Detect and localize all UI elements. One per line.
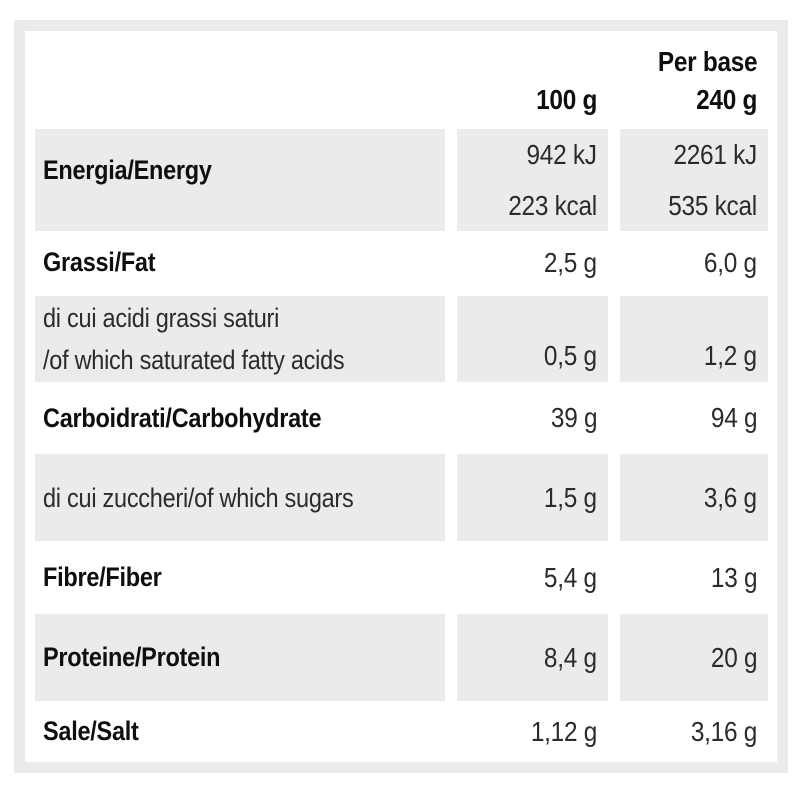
value-240g: 13 g	[710, 561, 758, 593]
row-sugars-label-cell: di cui zuccheri/of which sugars	[35, 454, 445, 541]
row-fiber-value-100g: 5,4 g	[457, 541, 608, 614]
value-100g: 8,4 g	[544, 641, 597, 673]
row-fiber-value-240g: 13 g	[620, 541, 768, 614]
row-sugars-value-240g: 3,6 g	[620, 454, 768, 541]
row-salt-label-cell: Sale/Salt	[35, 701, 445, 762]
header-col-100g: 100 g	[457, 31, 608, 129]
row-saturated-fat-value-100g: 0,5 g	[457, 296, 608, 382]
value-kcal: 535 kcal	[668, 190, 757, 221]
value-100g: 1,5 g	[544, 481, 597, 513]
header-label-spacer	[35, 31, 445, 129]
header-per-base-text: Per base	[657, 46, 758, 77]
header-row: 100 g Per base 240 g	[35, 31, 768, 129]
header-col-per-base: Per base 240 g	[620, 31, 768, 129]
row-salt-value-100g: 1,12 g	[457, 701, 608, 762]
row-fiber-label-cell: Fibre/Fiber	[35, 541, 445, 614]
row-protein: Proteine/Protein 8,4 g 20 g	[35, 614, 768, 701]
header-240g-text: 240 g	[696, 84, 757, 115]
value-kj: 2261 kJ	[673, 139, 758, 170]
row-carbohydrate-value-240g: 94 g	[620, 382, 768, 454]
row-energy: Energia/Energy 942 kJ 223 kcal 2261 kJ 5…	[35, 129, 768, 231]
row-fiber: Fibre/Fiber 5,4 g 13 g	[35, 541, 768, 614]
value-240g: 3,16 g	[690, 715, 757, 747]
row-protein-value-240g: 20 g	[620, 614, 768, 701]
value-100g: 2,5 g	[544, 246, 597, 278]
row-sugars-value-100g: 1,5 g	[457, 454, 608, 541]
value-240g: 3,6 g	[704, 481, 757, 513]
row-protein-label-cell: Proteine/Protein	[35, 614, 445, 701]
value-240g: 6,0 g	[704, 246, 757, 278]
row-salt: Sale/Salt 1,12 g 3,16 g	[35, 701, 768, 762]
value-240g: 94 g	[710, 402, 758, 433]
row-carbohydrate-value-100g: 39 g	[457, 382, 608, 454]
value-100g: 5,4 g	[544, 561, 597, 593]
row-carbohydrate: Carboidrati/Carbohydrate 39 g 94 g	[35, 382, 768, 454]
value-kcal: 223 kcal	[508, 190, 597, 221]
row-energy-label-cell: Energia/Energy	[35, 129, 445, 231]
row-label-line1: di cui acidi grassi saturi	[43, 303, 280, 333]
row-label: di cui zuccheri/of which sugars	[43, 482, 354, 513]
value-100g: 1,12 g	[530, 715, 597, 747]
row-label: Grassi/Fat	[43, 247, 156, 277]
value-100g: 0,5 g	[544, 340, 597, 371]
row-saturated-fat-value-240g: 1,2 g	[620, 296, 768, 382]
row-label: Energia/Energy	[43, 154, 212, 185]
row-carbohydrate-label-cell: Carboidrati/Carbohydrate	[35, 382, 445, 454]
row-energy-value-100g: 942 kJ 223 kcal	[457, 129, 608, 231]
row-saturated-fat: di cui acidi grassi saturi /of which sat…	[35, 296, 768, 382]
value-kj: 942 kJ	[526, 139, 597, 170]
row-label: Sale/Salt	[43, 716, 139, 746]
row-fat-label-cell: Grassi/Fat	[35, 229, 445, 296]
nutrition-table: 100 g Per base 240 g Energia/Energy 942 …	[35, 31, 768, 762]
row-salt-value-240g: 3,16 g	[620, 701, 768, 762]
row-fat-value-240g: 6,0 g	[620, 229, 768, 296]
value-240g: 1,2 g	[704, 340, 757, 371]
row-sugars: di cui zuccheri/of which sugars 1,5 g 3,…	[35, 454, 768, 541]
row-protein-value-100g: 8,4 g	[457, 614, 608, 701]
value-240g: 20 g	[710, 641, 758, 673]
header-100g-text: 100 g	[536, 84, 597, 115]
row-energy-value-240g: 2261 kJ 535 kcal	[620, 129, 768, 231]
row-saturated-fat-label-cell: di cui acidi grassi saturi /of which sat…	[35, 296, 445, 382]
value-100g: 39 g	[550, 402, 598, 433]
table-border-frame: 100 g Per base 240 g Energia/Energy 942 …	[14, 20, 788, 773]
row-label: Proteine/Protein	[43, 642, 221, 672]
row-fat: Grassi/Fat 2,5 g 6,0 g	[35, 229, 768, 296]
row-label: Fibre/Fiber	[43, 562, 162, 592]
row-label-line2: /of which saturated fatty acids	[43, 345, 345, 375]
row-fat-value-100g: 2,5 g	[457, 229, 608, 296]
row-label: Carboidrati/Carbohydrate	[43, 402, 322, 433]
